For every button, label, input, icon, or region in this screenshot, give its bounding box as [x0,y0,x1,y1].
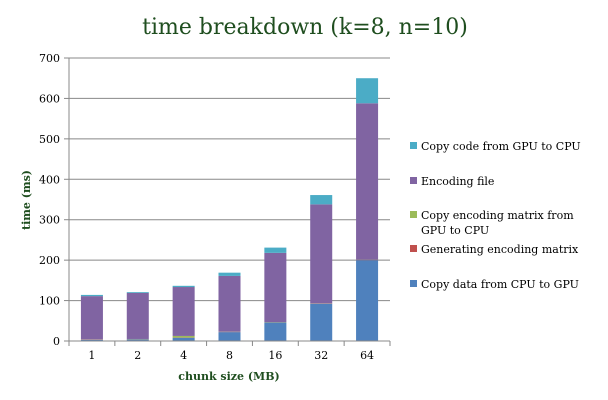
bar-segment [356,260,379,341]
bar-segment [172,335,195,338]
x-tick-label: 64 [360,349,374,362]
bar-segment [80,296,103,340]
bar-segment [80,339,103,341]
bar-segment [218,332,241,341]
legend-swatch [410,211,417,218]
bars [80,78,379,341]
x-tick-label: 4 [180,349,187,362]
bar-segment [80,294,103,297]
gridlines [64,57,390,342]
axes [68,58,391,346]
bar-segment [356,78,379,104]
bar-segment [310,195,333,205]
bar-segment [310,303,333,341]
bar-segment [126,292,149,339]
y-tick-label: 700 [39,52,60,65]
x-tick-label: 2 [134,349,141,362]
bar-segment [172,287,195,336]
x-tick-label: 32 [314,349,328,362]
y-tick-label: 300 [39,214,60,227]
legend-label: Encoding file [421,175,494,188]
bar-segment [126,292,149,293]
chart-title: time breakdown (k=8, n=10) [142,15,468,40]
bar-segment [356,103,379,260]
bar-segment [126,339,149,341]
y-tick-label: 200 [39,254,60,267]
x-tick-label: 8 [226,349,233,362]
bar-segment [172,285,195,288]
legend: Copy code from GPU to CPU Encoding file Co… [410,140,581,291]
bar-segment [218,275,241,332]
x-axis-label: chunk size (MB) [178,370,279,383]
y-tick-label: 100 [39,295,60,308]
bar-segment [172,337,195,341]
y-tick-label: 0 [53,335,60,348]
bar-segment [310,204,333,304]
bar-segment [218,272,241,276]
x-tick-label: 16 [268,349,282,362]
y-tick-labels: 0 100 200 300 400 500 600 700 [39,52,60,348]
bar-segment [264,247,287,253]
legend-swatch [410,142,417,149]
legend-swatch [410,280,417,287]
bar-segment [264,252,287,322]
legend-swatch [410,245,417,252]
y-axis-label: time (ms) [20,170,33,230]
x-tick-label: 1 [88,349,95,362]
y-tick-label: 600 [39,92,60,105]
y-tick-label: 400 [39,173,60,186]
y-tick-label: 500 [39,133,60,146]
legend-label: Copy code from GPU to CPU [421,140,581,153]
legend-label: Copy encoding matrix from GPU to CPU [421,209,574,237]
legend-swatch [410,177,417,184]
bar-segment [264,322,287,341]
legend-label: Copy data from CPU to GPU [421,278,579,291]
legend-label: Generating encoding matrix [421,243,579,256]
x-tick-labels: 1 2 4 8 16 32 64 [88,349,374,362]
